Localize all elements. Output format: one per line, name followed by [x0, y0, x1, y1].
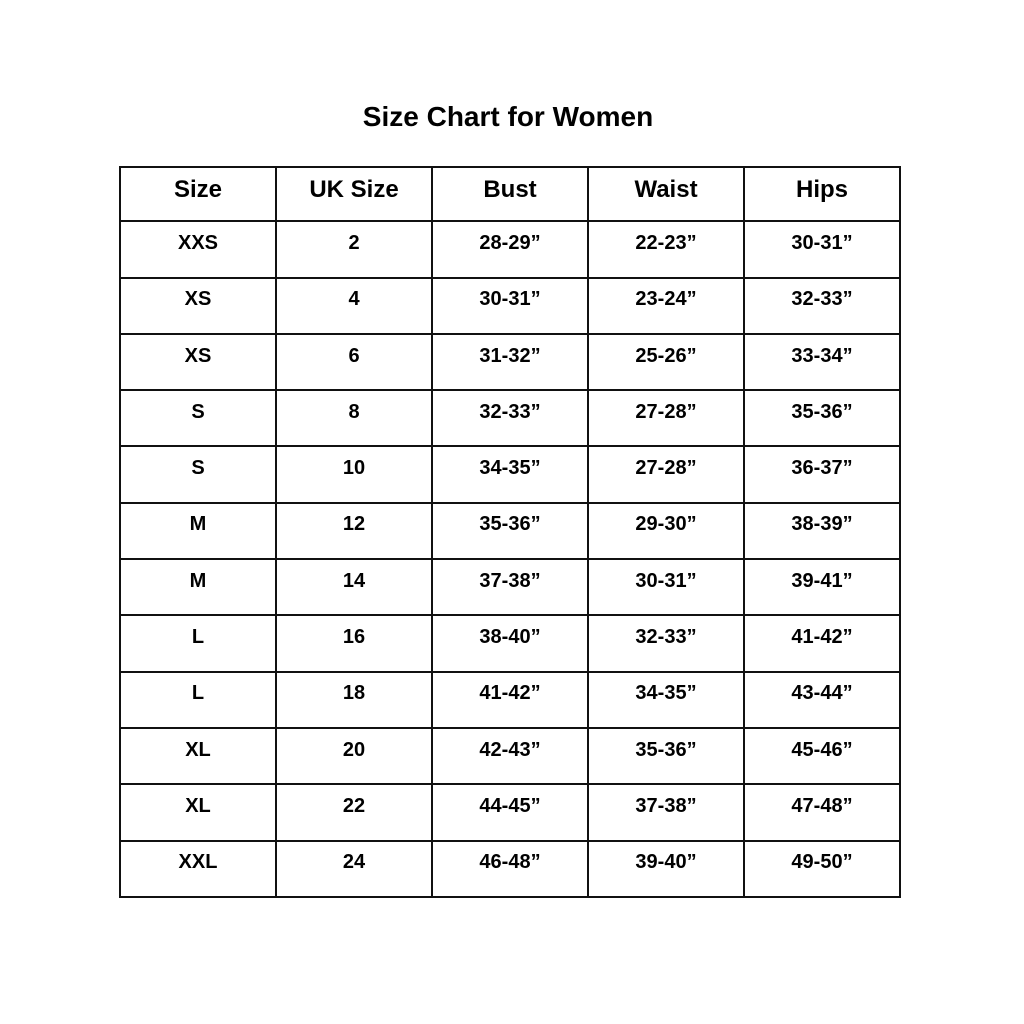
table-row: S 10 34-35” 27-28” 36-37” — [119, 445, 901, 504]
cell-bust: 30-31” — [431, 276, 589, 335]
cell-bust: 31-32” — [431, 332, 589, 392]
cell-hips: 30-31” — [743, 220, 901, 279]
cell-bust: 28-29” — [431, 220, 589, 279]
table-row: XL 22 44-45” 37-38” 47-48” — [119, 783, 901, 842]
table-header-row: Size UK Size Bust Waist Hips — [119, 165, 901, 223]
cell-bust: 42-43” — [431, 726, 589, 786]
cell-hips: 33-34” — [743, 332, 901, 392]
cell-uk-size: 8 — [275, 389, 433, 448]
cell-uk-size: 22 — [275, 783, 433, 842]
cell-waist: 22-23” — [587, 220, 745, 279]
table-row: XXS 2 28-29” 22-23” 30-31” — [119, 220, 901, 279]
cell-waist: 23-24” — [587, 276, 745, 335]
table-row: L 18 41-42” 34-35” 43-44” — [119, 670, 901, 729]
column-header-hips: Hips — [743, 165, 901, 223]
cell-bust: 37-38” — [431, 558, 589, 617]
column-header-uk-size: UK Size — [275, 165, 433, 223]
size-chart-table: Size UK Size Bust Waist Hips XXS 2 28-29” 22-23… — [119, 165, 901, 898]
cell-size: XXS — [119, 220, 277, 279]
cell-size: XS — [119, 276, 277, 335]
column-header-bust: Bust — [431, 165, 589, 223]
cell-size: XL — [119, 783, 277, 842]
cell-hips: 35-36” — [743, 389, 901, 448]
cell-waist: 30-31” — [587, 558, 745, 617]
cell-hips: 36-37” — [743, 445, 901, 504]
cell-hips: 45-46” — [743, 726, 901, 786]
cell-uk-size: 2 — [275, 220, 433, 279]
cell-waist: 37-38” — [587, 783, 745, 842]
cell-uk-size: 16 — [275, 614, 433, 673]
cell-size: XXL — [119, 839, 277, 898]
cell-uk-size: 4 — [275, 276, 433, 335]
table-body: XXS 2 28-29” 22-23” 30-31” XS 4 30-31” 23-24” 32-… — [119, 220, 901, 898]
cell-waist: 27-28” — [587, 389, 745, 448]
cell-uk-size: 14 — [275, 558, 433, 617]
cell-hips: 41-42” — [743, 614, 901, 673]
cell-bust: 44-45” — [431, 783, 589, 842]
column-header-size: Size — [119, 165, 277, 223]
page-title: Size Chart for Women — [362, 101, 654, 132]
cell-size: L — [119, 670, 277, 729]
cell-hips: 49-50” — [743, 839, 901, 898]
cell-size: S — [119, 389, 277, 448]
cell-hips: 39-41” — [743, 558, 901, 617]
cell-waist: 32-33” — [587, 614, 745, 673]
cell-uk-size: 10 — [275, 445, 433, 504]
cell-size: XS — [119, 332, 277, 392]
cell-waist: 39-40” — [587, 839, 745, 898]
cell-waist: 27-28” — [587, 445, 745, 504]
table-row: XS 6 31-32” 25-26” 33-34” — [119, 332, 901, 392]
cell-size: S — [119, 445, 277, 504]
cell-size: L — [119, 614, 277, 673]
cell-uk-size: 6 — [275, 332, 433, 392]
cell-bust: 46-48” — [431, 839, 589, 898]
cell-bust: 32-33” — [431, 389, 589, 448]
cell-uk-size: 20 — [275, 726, 433, 786]
table-row: XXL 24 46-48” 39-40” 49-50” — [119, 839, 901, 898]
cell-waist: 29-30” — [587, 501, 745, 561]
table-row: M 12 35-36” 29-30” 38-39” — [119, 501, 901, 561]
cell-bust: 41-42” — [431, 670, 589, 729]
cell-hips: 47-48” — [743, 783, 901, 842]
cell-hips: 32-33” — [743, 276, 901, 335]
cell-uk-size: 12 — [275, 501, 433, 561]
cell-bust: 34-35” — [431, 445, 589, 504]
cell-uk-size: 18 — [275, 670, 433, 729]
cell-size: XL — [119, 726, 277, 786]
cell-waist: 34-35” — [587, 670, 745, 729]
cell-size: M — [119, 501, 277, 561]
table-row: XS 4 30-31” 23-24” 32-33” — [119, 276, 901, 335]
cell-waist: 25-26” — [587, 332, 745, 392]
cell-hips: 43-44” — [743, 670, 901, 729]
cell-size: M — [119, 558, 277, 617]
cell-uk-size: 24 — [275, 839, 433, 898]
column-header-waist: Waist — [587, 165, 745, 223]
table-row: XL 20 42-43” 35-36” 45-46” — [119, 726, 901, 786]
cell-waist: 35-36” — [587, 726, 745, 786]
cell-bust: 38-40” — [431, 614, 589, 673]
table-row: M 14 37-38” 30-31” 39-41” — [119, 558, 901, 617]
table-row: S 8 32-33” 27-28” 35-36” — [119, 389, 901, 448]
table-row: L 16 38-40” 32-33” 41-42” — [119, 614, 901, 673]
cell-bust: 35-36” — [431, 501, 589, 561]
cell-hips: 38-39” — [743, 501, 901, 561]
